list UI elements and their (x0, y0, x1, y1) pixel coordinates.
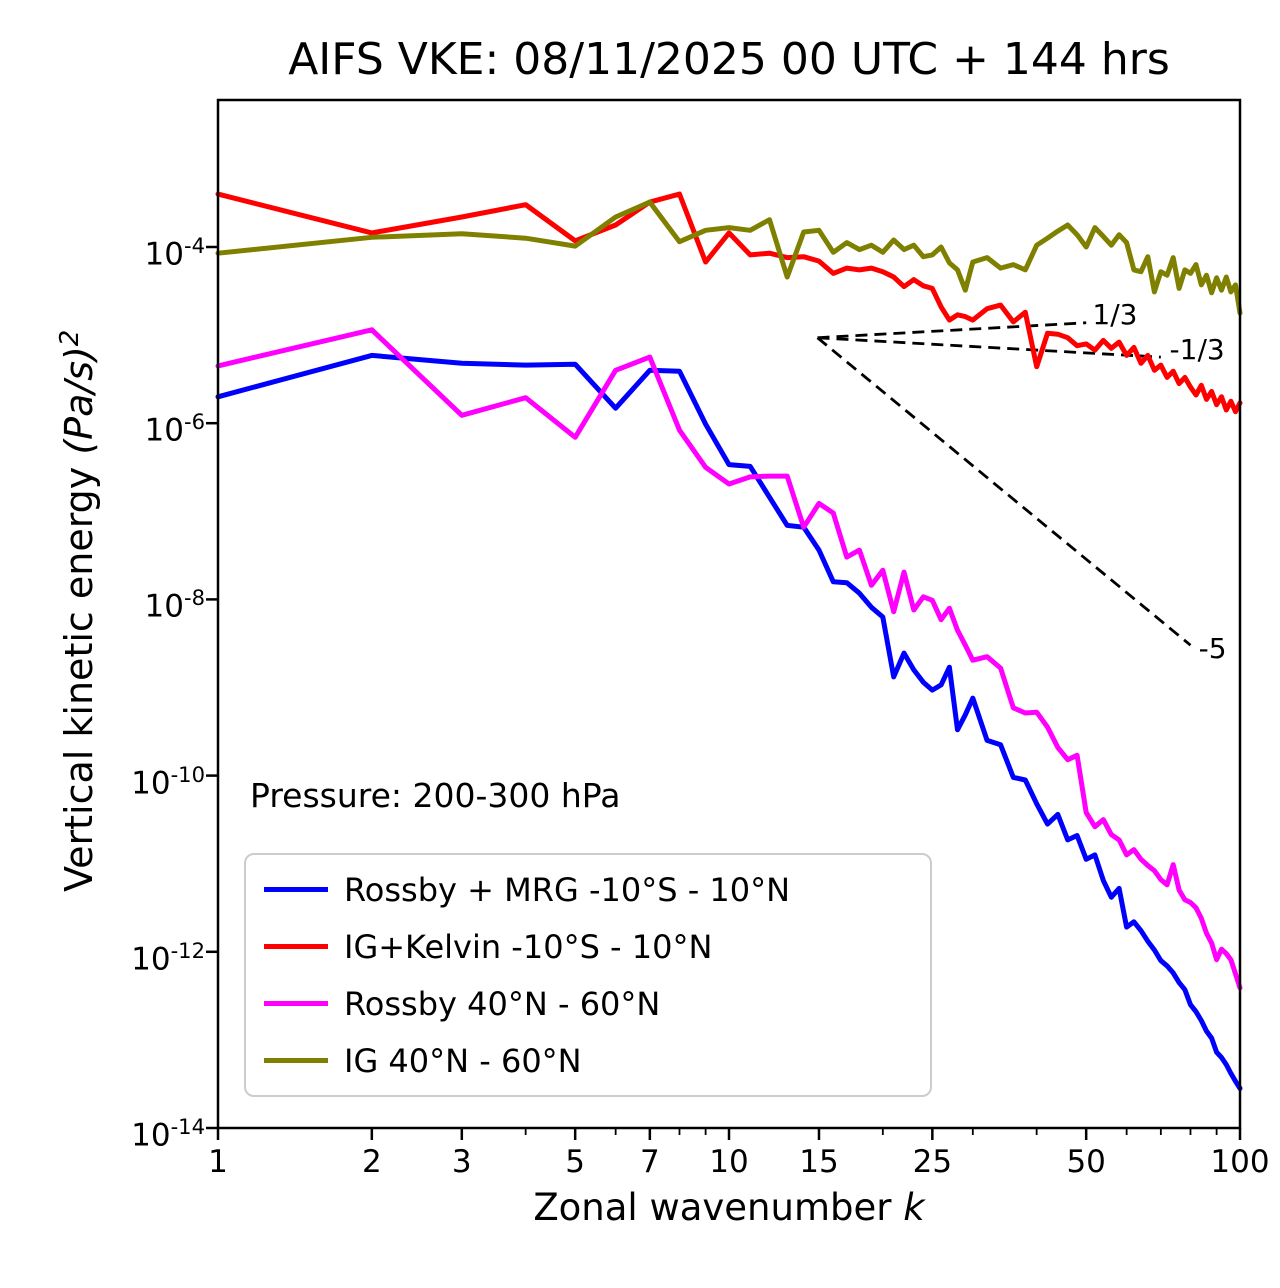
series-line-3 (215, 199, 1243, 316)
x-tick-label: 100 (1210, 1144, 1270, 1180)
legend-label: Rossby + MRG -10°S - 10°N (344, 870, 791, 909)
x-tick-label: 7 (639, 1144, 660, 1180)
x-axis-label: Zonal wavenumber k (218, 1186, 1240, 1229)
legend-label: IG 40°N - 60°N (344, 1041, 582, 1080)
plot-frame (216, 98, 1242, 1130)
slope-guide-1/3 (817, 321, 1087, 340)
y-tick-label: 10-10 (131, 761, 205, 801)
x-tick-label: 3 (451, 1144, 472, 1180)
series-line-1 (215, 191, 1243, 415)
slope-guide-lines (816, 321, 1192, 647)
legend: Rossby + MRG -10°S - 10°N IG+Kelvin -10°… (244, 853, 932, 1097)
y-tick-label: 10-14 (131, 1114, 205, 1154)
legend-item-ig-midlat: IG 40°N - 60°N (246, 1042, 930, 1080)
series-line-0 (215, 352, 1243, 1091)
chart-title: AIFS VKE: 08/11/2025 00 UTC + 144 hrs (288, 34, 1170, 85)
y-tick-label: 10-12 (131, 937, 205, 978)
x-tick-label: 25 (912, 1144, 953, 1180)
x-tick-label: 2 (361, 1144, 382, 1180)
legend-item-ig-kelvin-tropics: IG+Kelvin -10°S - 10°N (246, 928, 930, 966)
slope-label-minus-five: -5 (1198, 631, 1227, 665)
y-tick-label: 10-4 (144, 233, 205, 273)
spectra-lines (215, 191, 1243, 1091)
pressure-annotation: Pressure: 200-300 hPa (250, 776, 621, 815)
legend-line-swatch-red (264, 944, 328, 949)
y-tick-label: 10-6 (144, 409, 205, 449)
x-tick-label: 50 (1066, 1144, 1106, 1180)
x-tick-label: 10 (709, 1144, 749, 1180)
x-tick-label: 5 (565, 1144, 586, 1180)
y-axis-units-exponent: 2 (55, 329, 86, 347)
legend-item-rossby-midlat: Rossby 40°N - 60°N (246, 985, 930, 1023)
x-tick-label: 15 (799, 1144, 839, 1180)
y-axis-label-text: Vertical kinetic energy (56, 454, 101, 892)
axis-major-ticks (206, 245, 1242, 1140)
legend-line-swatch-olive (264, 1058, 328, 1063)
legend-item-rossby-mrg-tropics: Rossby + MRG -10°S - 10°N (246, 871, 930, 909)
slope-guide--5 (816, 336, 1192, 647)
x-axis-label-text: Zonal wavenumber (533, 1186, 904, 1229)
x-tick-label: 1 (208, 1144, 228, 1180)
slope-guide--1/3 (817, 336, 1161, 359)
legend-label: Rossby 40°N - 60°N (344, 984, 661, 1023)
slope-label-minus-one-third: -1/3 (1169, 333, 1225, 367)
legend-line-swatch-magenta (264, 1001, 328, 1006)
legend-line-swatch-blue (264, 887, 328, 892)
series-line-2 (215, 327, 1243, 991)
x-axis-variable: k (903, 1186, 925, 1229)
legend-label: IG+Kelvin -10°S - 10°N (344, 927, 713, 966)
y-tick-label: 10-8 (144, 585, 205, 625)
slope-label-one-third: 1/3 (1092, 297, 1138, 331)
